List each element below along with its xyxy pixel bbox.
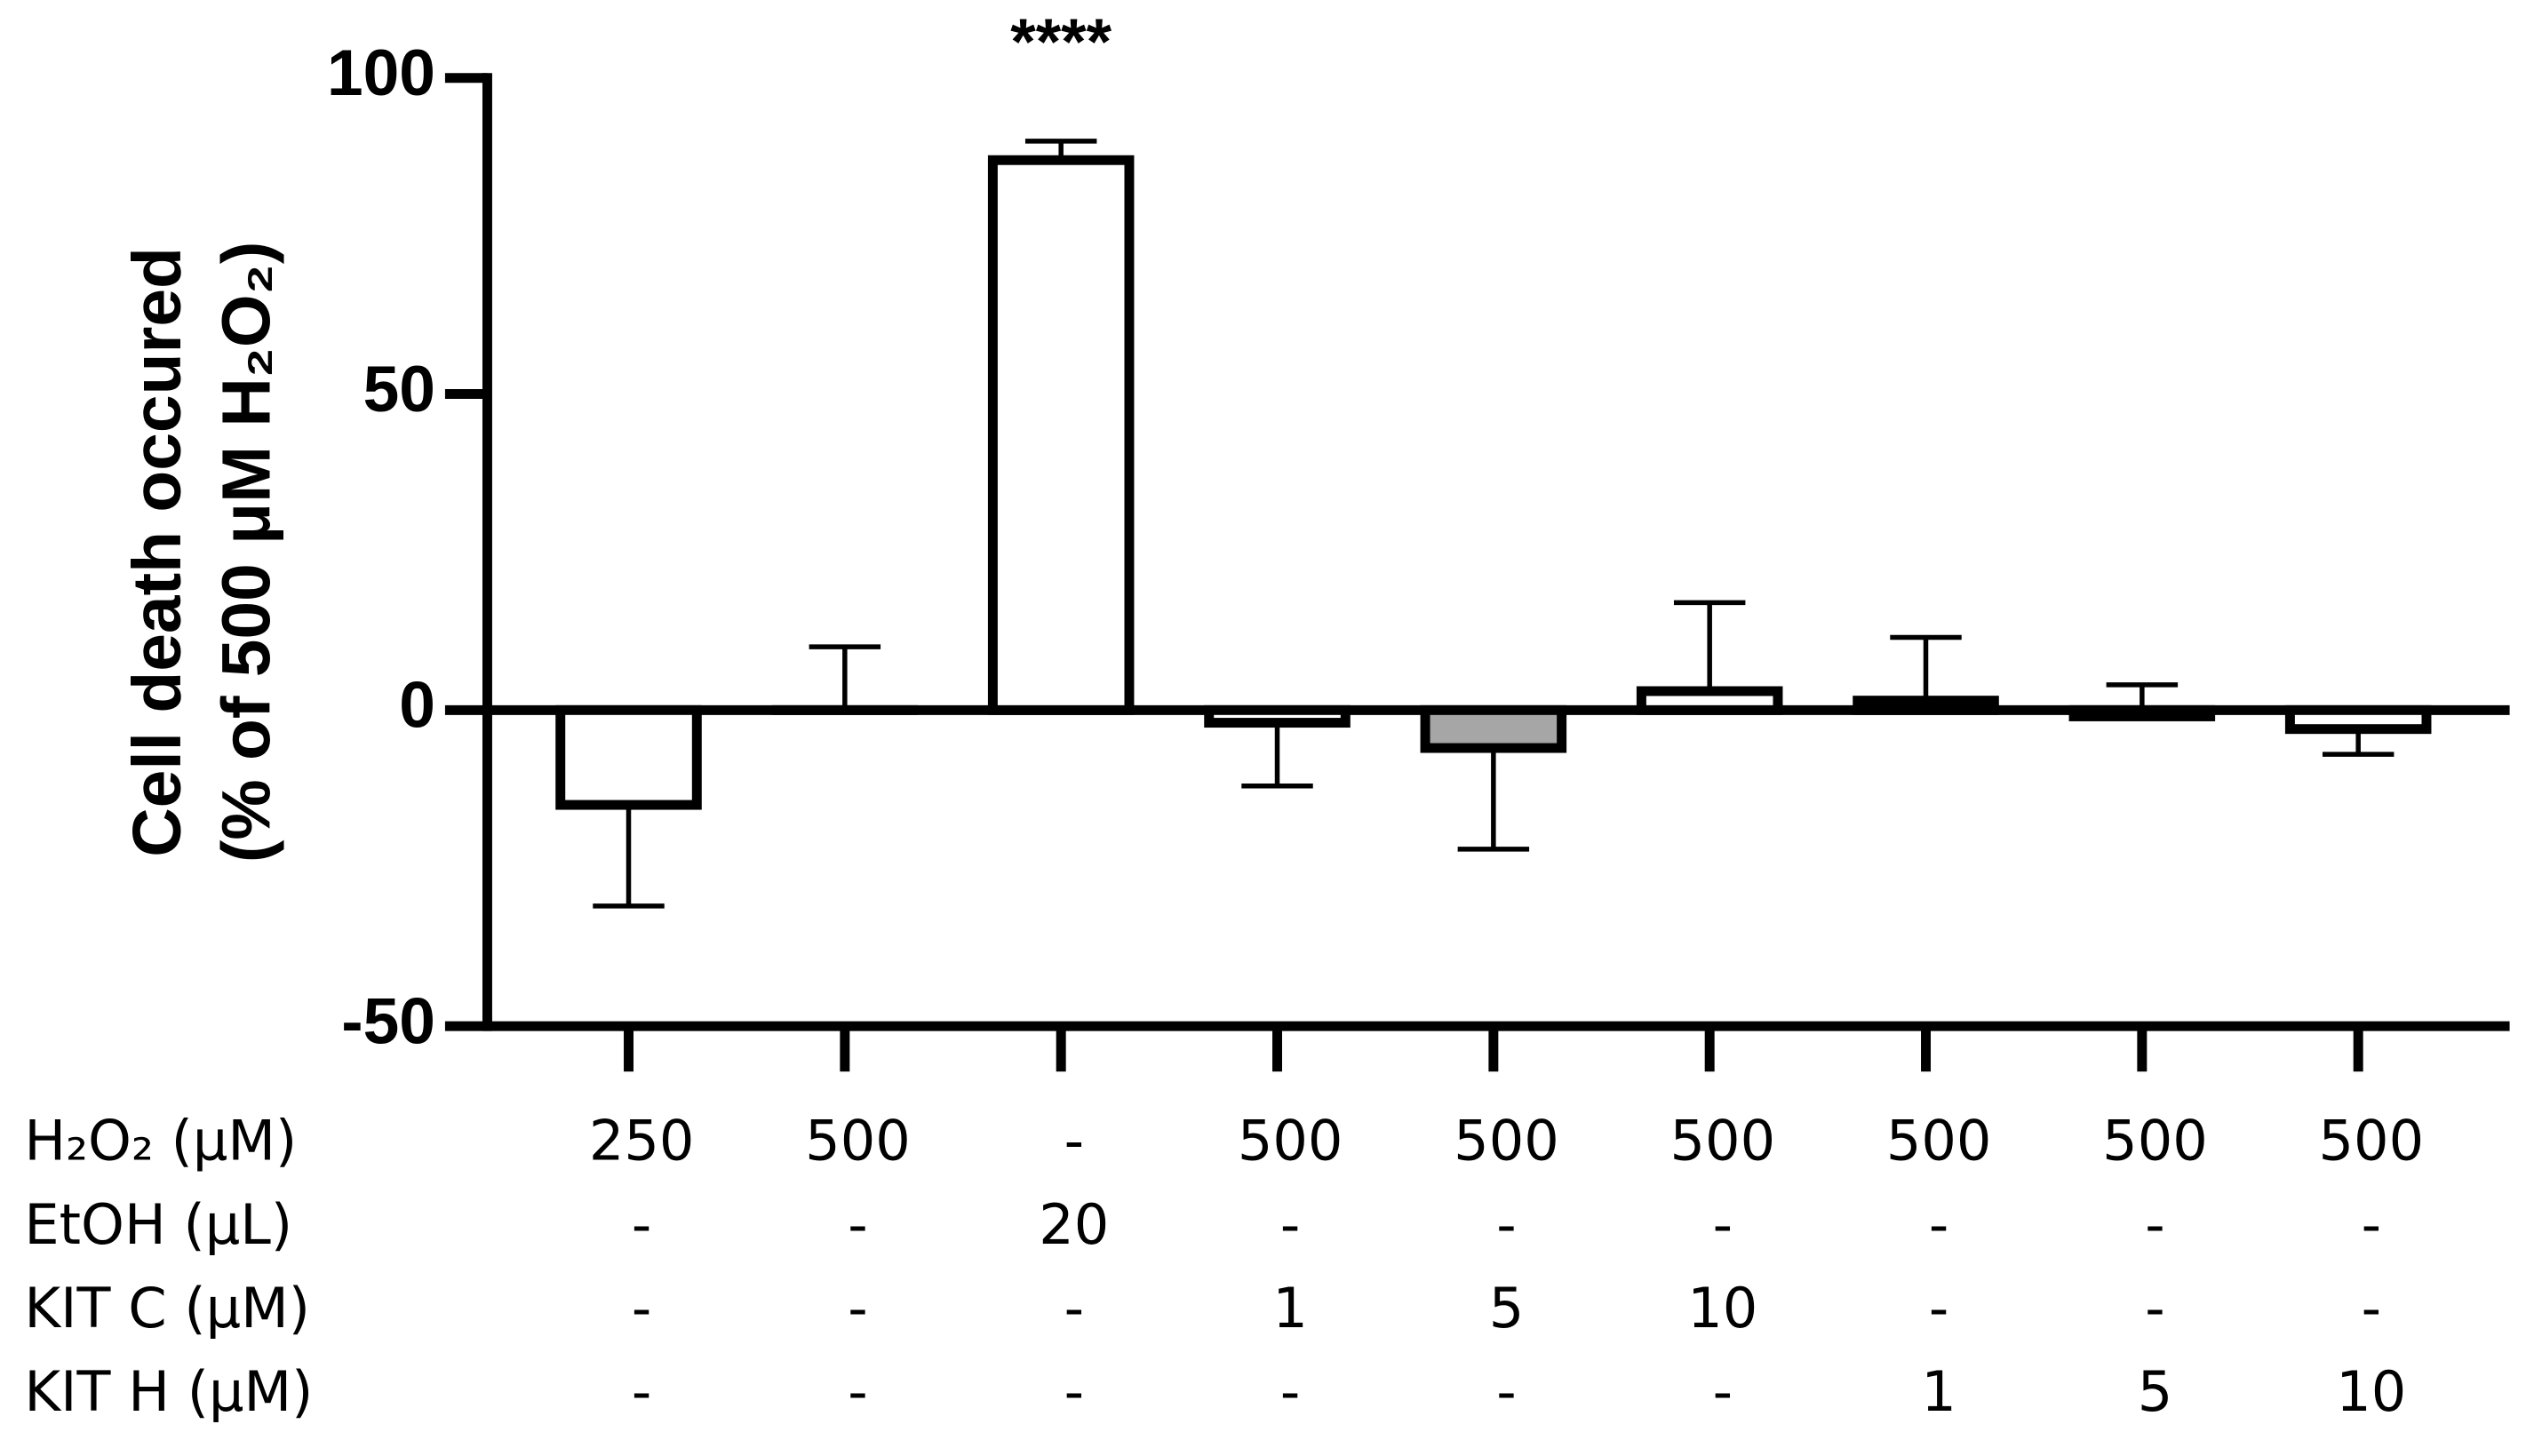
condition-cell: 1 xyxy=(1921,1359,1956,1424)
condition-cell: - xyxy=(1064,1109,1084,1174)
condition-cell: 500 xyxy=(1454,1109,1559,1174)
condition-cell: 20 xyxy=(1039,1192,1109,1257)
condition-cell: - xyxy=(1280,1192,1300,1257)
condition-cell: 10 xyxy=(1687,1276,1757,1341)
condition-cell: - xyxy=(1713,1192,1733,1257)
condition-cell: 500 xyxy=(2102,1109,2208,1174)
condition-cell: - xyxy=(1064,1359,1084,1424)
condition-cell: - xyxy=(1064,1276,1084,1341)
condition-cell: - xyxy=(632,1192,651,1257)
condition-cell: - xyxy=(1713,1359,1733,1424)
bar xyxy=(2074,710,2211,716)
condition-cell: - xyxy=(848,1192,867,1257)
condition-cell: - xyxy=(632,1276,651,1341)
bar xyxy=(1425,710,1562,748)
significance: **** xyxy=(1010,6,1112,78)
condition-cell: 5 xyxy=(2138,1359,2173,1424)
condition-cell: 500 xyxy=(2319,1109,2425,1174)
y-axis-label: Cell death occured xyxy=(120,247,195,857)
bar xyxy=(1858,701,1995,711)
condition-cell: - xyxy=(632,1359,651,1424)
condition-cell: - xyxy=(848,1359,867,1424)
condition-cell: 10 xyxy=(2336,1359,2406,1424)
condition-cell: - xyxy=(2362,1276,2381,1341)
condition-cell: 500 xyxy=(805,1109,911,1174)
condition-cell: 250 xyxy=(589,1109,695,1174)
condition-label: EtOH (μL) xyxy=(24,1192,292,1257)
bar xyxy=(2290,710,2426,728)
bar xyxy=(1209,710,1346,722)
y-tick-label: 50 xyxy=(363,354,435,426)
condition-cell: - xyxy=(1929,1276,1948,1341)
condition-label: KIT H (μM) xyxy=(24,1359,313,1424)
bar xyxy=(1641,691,1778,710)
condition-cell: - xyxy=(848,1276,867,1341)
condition-cell: - xyxy=(1929,1192,1948,1257)
y-tick-label: -50 xyxy=(341,985,435,1057)
condition-cell: - xyxy=(2145,1192,2164,1257)
condition-cell: - xyxy=(2362,1192,2381,1257)
condition-cell: 500 xyxy=(1886,1109,1992,1174)
condition-cell: 1 xyxy=(1272,1276,1308,1341)
y-tick-label: 100 xyxy=(327,37,435,109)
bar xyxy=(992,160,1129,710)
condition-cell: - xyxy=(1280,1359,1300,1424)
condition-label: H₂O₂ (μM) xyxy=(24,1109,297,1174)
y-axis-label: (% of 500 μM H₂O₂) xyxy=(210,242,285,863)
condition-cell: - xyxy=(1496,1359,1516,1424)
condition-cell: 5 xyxy=(1489,1276,1525,1341)
condition-cell: 500 xyxy=(1238,1109,1343,1174)
condition-cell: 500 xyxy=(1669,1109,1775,1174)
bar xyxy=(561,710,697,805)
condition-cell: - xyxy=(2145,1276,2164,1341)
condition-label: KIT C (μM) xyxy=(24,1276,310,1341)
condition-cell: - xyxy=(1496,1192,1516,1257)
y-tick-label: 0 xyxy=(399,670,435,742)
